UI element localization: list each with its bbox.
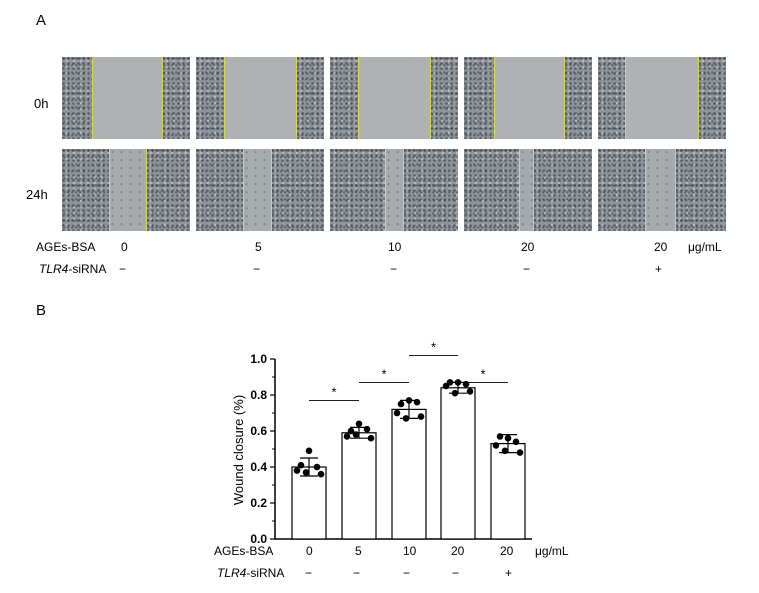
y-tick-label: 1.0 xyxy=(250,352,267,366)
data-point xyxy=(393,409,401,417)
bar xyxy=(440,387,476,540)
y-tick-label: 0.4 xyxy=(250,460,267,474)
panel-a-unit: μg/mL xyxy=(688,240,722,254)
significance-star: * xyxy=(431,339,436,354)
panel-b-sirna-20: − xyxy=(452,566,460,580)
y-tick-label: 0.0 xyxy=(250,532,267,546)
bar xyxy=(291,466,327,540)
panel-b-sirna-10: − xyxy=(403,566,411,580)
data-point xyxy=(313,463,321,471)
panel-b-sirna-label: TLR4-siRNA xyxy=(217,566,285,580)
panel-b-dose-5: 5 xyxy=(355,544,362,558)
panel-b-dose-10: 10 xyxy=(403,544,417,558)
panel-a-dose-20-sirna: 20 xyxy=(654,240,668,254)
panel-a-sirna-10: − xyxy=(390,262,398,276)
data-point xyxy=(302,469,310,476)
panel-a-dose-0: 0 xyxy=(121,240,128,254)
data-point xyxy=(462,380,470,388)
data-point xyxy=(466,388,474,395)
data-point xyxy=(355,420,363,428)
data-point xyxy=(343,433,351,440)
data-point xyxy=(516,449,524,456)
micrograph-0h-10 xyxy=(330,57,458,139)
data-point xyxy=(363,425,371,433)
micrograph-24h-0 xyxy=(62,149,190,231)
micrograph-0h-20-sirna xyxy=(598,57,726,139)
panel-b-sirna-20-plus: + xyxy=(505,566,513,580)
panel-b-letter: B xyxy=(36,302,47,319)
panel-b-sirna-5: − xyxy=(353,566,361,580)
data-point xyxy=(496,433,504,440)
data-point xyxy=(352,431,360,438)
micrograph-0h-5 xyxy=(196,57,324,139)
y-tick-label: 0.2 xyxy=(250,496,267,510)
data-point xyxy=(501,447,509,455)
row-label-0h: 0h xyxy=(34,96,49,111)
panel-a-dose-10: 10 xyxy=(388,240,402,254)
bar xyxy=(341,432,377,540)
panel-b-treatment-label: AGEs-BSA xyxy=(214,544,274,558)
y-tick-label: 0.6 xyxy=(250,424,267,438)
data-point xyxy=(512,438,520,446)
y-axis-label: Wound closure (%) xyxy=(231,395,246,505)
panel-b-dose-20-sirna: 20 xyxy=(500,544,514,558)
data-point xyxy=(305,447,313,455)
y-tick-label: 0.8 xyxy=(250,388,267,402)
data-point xyxy=(402,415,410,422)
significance-star: * xyxy=(381,366,386,381)
data-point xyxy=(492,442,500,449)
panel-a-dose-5: 5 xyxy=(255,240,262,254)
panel-a-treatment-label: AGEs-BSA xyxy=(36,240,96,254)
micrograph-0h-20 xyxy=(464,57,592,139)
panel-a-letter: A xyxy=(36,12,47,29)
data-point xyxy=(297,461,305,469)
panel-a-sirna-20: − xyxy=(523,262,531,276)
data-point xyxy=(451,389,459,397)
data-point xyxy=(442,382,450,390)
micrograph-24h-10 xyxy=(330,149,458,231)
data-point xyxy=(405,397,413,404)
panel-a-sirna-label: TLR4-siRNA xyxy=(39,262,107,276)
row-label-24h: 24h xyxy=(26,187,48,202)
panel-b-unit: μg/mL xyxy=(535,544,569,558)
micrograph-24h-20 xyxy=(464,149,592,231)
data-point xyxy=(317,470,325,478)
panel-a-sirna-20-plus: + xyxy=(655,262,663,276)
bar xyxy=(391,408,427,540)
data-point xyxy=(367,434,375,442)
micrograph-24h-20-sirna xyxy=(598,149,726,231)
data-point xyxy=(413,398,421,406)
data-point xyxy=(397,400,405,408)
panel-b-dose-0: 0 xyxy=(306,544,313,558)
significance-star: * xyxy=(331,384,336,399)
bar xyxy=(490,443,526,540)
panel-a-sirna-0: − xyxy=(119,262,127,276)
panel-b-sirna-0: − xyxy=(305,566,313,580)
data-point xyxy=(347,427,355,435)
panel-b-dose-20: 20 xyxy=(451,544,465,558)
micrograph-24h-5 xyxy=(196,149,324,231)
micrograph-0h-0 xyxy=(62,57,190,139)
panel-a-sirna-5: − xyxy=(253,262,261,276)
significance-star: * xyxy=(480,366,485,381)
panel-a-dose-20: 20 xyxy=(521,240,535,254)
data-point xyxy=(293,467,301,474)
data-point xyxy=(417,413,425,420)
data-point xyxy=(504,434,512,442)
